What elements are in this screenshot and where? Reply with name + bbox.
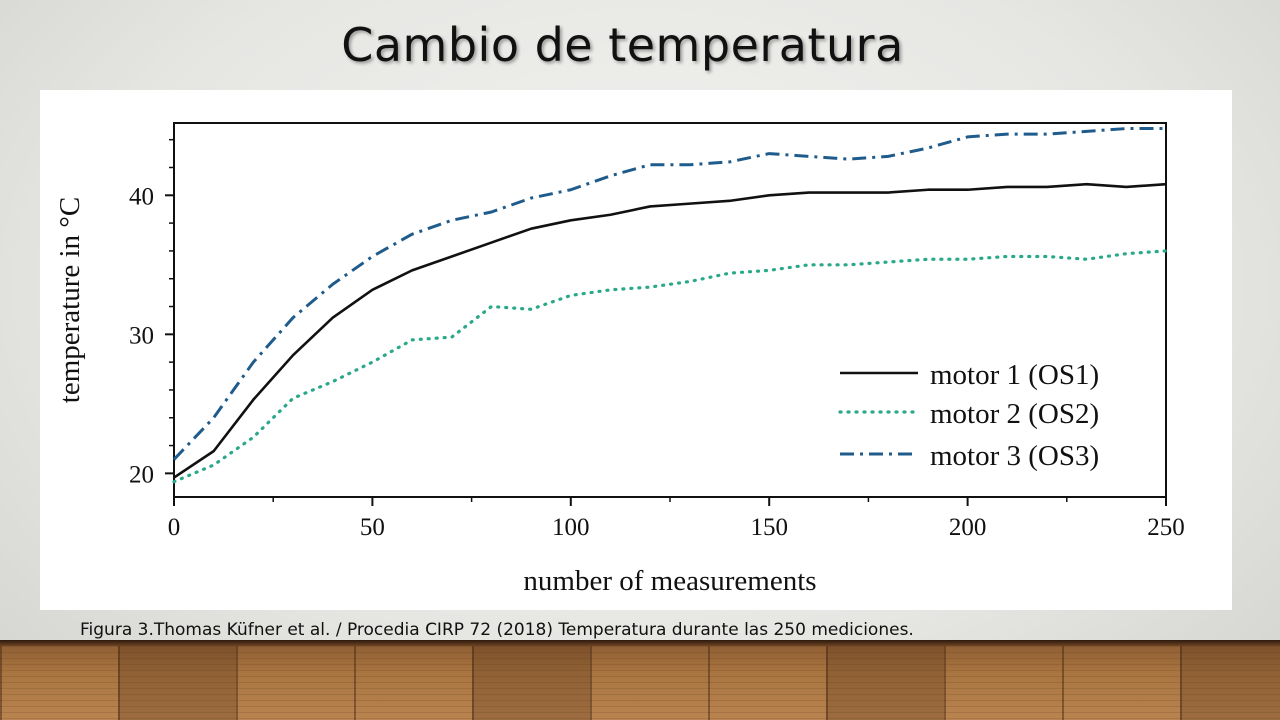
y-axis-label: temperature in °C <box>54 197 86 403</box>
floor-edge <box>0 640 1280 646</box>
x-axis-label: number of measurements <box>523 565 816 597</box>
series-line-motor-1 <box>173 182 1167 479</box>
series-line-motor-3 <box>172 127 1166 461</box>
chart-legend: motor 1 (OS1) motor 2 (OS2) motor 3 (OS3… <box>838 359 1099 472</box>
legend-label-motor-3: motor 3 (OS3) <box>930 440 1099 472</box>
wood-floor-decoration <box>0 640 1280 720</box>
x-tick-label: 0 <box>168 514 181 541</box>
series-layer <box>172 127 1168 484</box>
y-tick-label: 20 <box>129 461 154 488</box>
x-tick-label: 250 <box>1147 514 1185 541</box>
figure-caption: Figura 3.Thomas Küfner et al. / Procedia… <box>80 620 914 640</box>
x-tick-label: 100 <box>552 514 590 541</box>
y-tick-label: 30 <box>129 322 154 349</box>
legend-label-motor-1: motor 1 (OS1) <box>930 359 1099 391</box>
legend-label-motor-2: motor 2 (OS2) <box>930 398 1099 430</box>
temperature-line-chart: 0 50 100 150 200 250 20 30 40 number of measurem… <box>54 122 1185 597</box>
figure-panel: 0 50 100 150 200 250 20 30 40 number of measurem… <box>40 90 1232 610</box>
x-tick-label: 150 <box>750 514 788 541</box>
y-tick-label: 40 <box>129 183 154 210</box>
x-tick-label: 200 <box>949 514 987 541</box>
axis-ticks: 0 50 100 150 200 250 20 30 40 <box>129 138 1185 541</box>
slide-title: Cambio de temperatura <box>341 18 904 72</box>
series-line-motor-2 <box>172 249 1168 484</box>
x-tick-label: 50 <box>360 514 385 541</box>
